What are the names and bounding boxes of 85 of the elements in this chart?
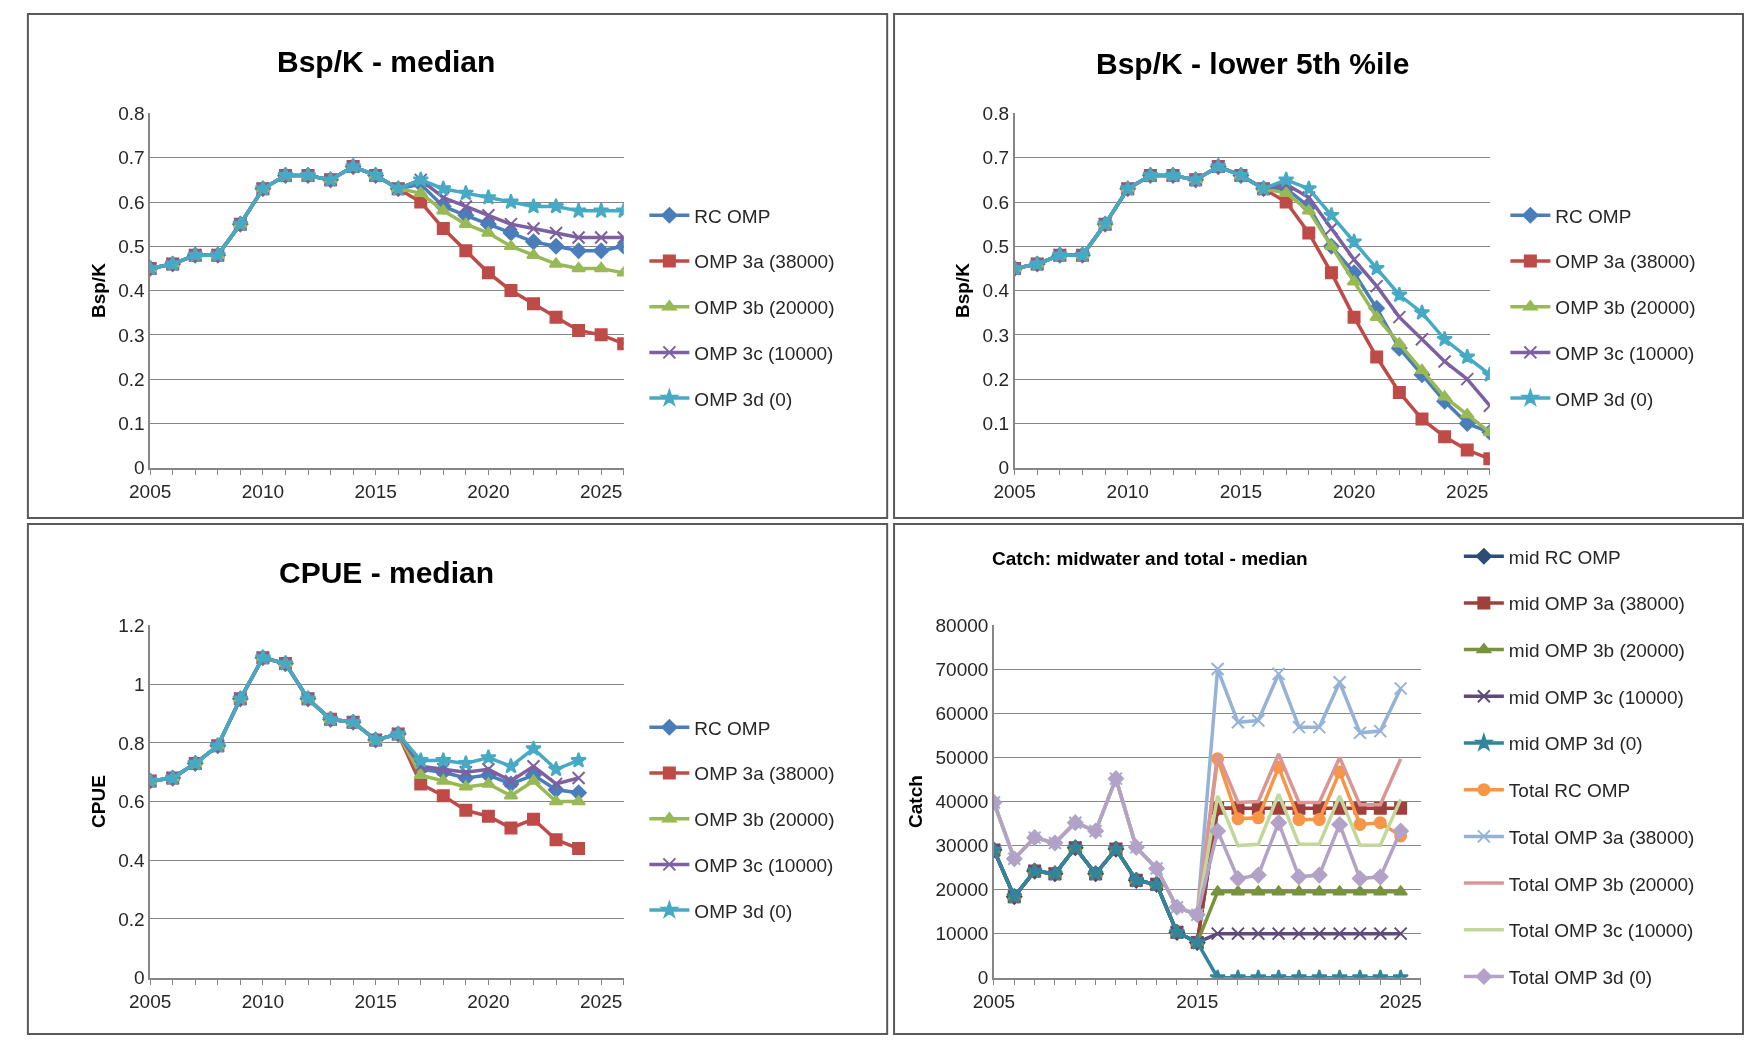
- y-axis-title: Bsp/K: [951, 262, 973, 319]
- x-tick-label: 2010: [1106, 481, 1149, 503]
- y-tick-label: 0.8: [982, 103, 1010, 125]
- chart-title: CPUE - median: [279, 556, 495, 589]
- x-tick-label: 2020: [1332, 481, 1376, 503]
- legend-label: OMP 3c (10000): [1555, 342, 1695, 364]
- x-tick-label: 2010: [241, 481, 285, 503]
- x-tick-label: 2015: [354, 481, 397, 503]
- y-tick-label: 0.2: [118, 908, 145, 930]
- y-tick-label: 0.7: [118, 147, 145, 169]
- x-tick-label: 2025: [1379, 991, 1422, 1013]
- legend-label: OMP 3a (38000): [694, 251, 835, 273]
- legend-label: Total OMP 3b (20000): [1508, 873, 1695, 895]
- y-tick-label: 0.8: [118, 103, 145, 125]
- x-tick-label: 2005: [972, 991, 1016, 1013]
- legend-label: Total RC OMP: [1508, 780, 1631, 802]
- x-tick-label: 2015: [354, 991, 397, 1013]
- y-tick-label: 70000: [935, 659, 989, 681]
- legend-label: mid OMP 3c (10000): [1508, 686, 1684, 708]
- y-tick-label: 10000: [935, 923, 989, 945]
- legend-label: OMP 3c (10000): [694, 342, 834, 364]
- y-tick-label: 0.3: [982, 324, 1010, 346]
- x-tick-label: 2025: [1446, 481, 1489, 503]
- legend-label: RC OMP: [694, 717, 771, 739]
- y-tick-label: 1.2: [118, 615, 145, 637]
- y-tick-label: 80000: [935, 615, 989, 637]
- y-tick-label: 0.1: [118, 413, 145, 435]
- legend-label: OMP 3d (0): [1555, 388, 1654, 410]
- y-tick-label: 0: [977, 967, 989, 989]
- legend-label: RC OMP: [694, 205, 771, 227]
- chart-title: Bsp/K - median: [277, 45, 496, 78]
- x-tick-label: 2005: [993, 481, 1036, 503]
- y-tick-label: 60000: [935, 703, 989, 725]
- y-tick-label: 0.2: [982, 368, 1010, 390]
- x-tick-label: 2010: [241, 991, 285, 1013]
- x-tick-label: 2005: [129, 481, 172, 503]
- legend-label: RC OMP: [1555, 205, 1632, 227]
- x-tick-label: 2025: [580, 991, 623, 1013]
- legend-label: mid OMP 3b (20000): [1508, 640, 1685, 662]
- legend-label: OMP 3b (20000): [694, 809, 835, 831]
- y-axis-title: CPUE: [87, 775, 109, 828]
- x-tick-label: 2020: [467, 481, 510, 503]
- legend-label: Total OMP 3c (10000): [1508, 920, 1694, 942]
- y-tick-label: 0.5: [982, 235, 1010, 257]
- legend-label: OMP 3b (20000): [1555, 297, 1696, 319]
- legend-label: Total OMP 3d (0): [1508, 966, 1653, 988]
- x-tick-label: 2005: [129, 991, 172, 1013]
- legend-label: OMP 3a (38000): [1555, 251, 1696, 273]
- y-tick-label: 50000: [935, 747, 989, 769]
- legend-label: mid OMP 3a (38000): [1508, 593, 1685, 615]
- y-tick-label: 0.4: [982, 280, 1010, 302]
- y-axis-title: Bsp/K: [87, 262, 109, 319]
- y-tick-label: 30000: [935, 835, 989, 857]
- legend-label: OMP 3b (20000): [694, 297, 835, 319]
- legend-label: Total OMP 3a (38000): [1508, 826, 1695, 848]
- y-tick-label: 0.3: [118, 324, 145, 346]
- y-tick-label: 0.4: [118, 280, 146, 302]
- y-tick-label: 0: [998, 457, 1010, 479]
- legend-label: OMP 3c (10000): [694, 854, 834, 876]
- legend-label: mid OMP 3d (0): [1508, 733, 1643, 755]
- x-tick-label: 2025: [580, 481, 623, 503]
- legend-label: OMP 3d (0): [694, 388, 793, 410]
- y-tick-label: 0: [134, 457, 145, 479]
- chart-title: Catch: midwater and total - median: [992, 548, 1308, 569]
- y-tick-label: 40000: [935, 791, 989, 813]
- x-tick-label: 2015: [1219, 481, 1263, 503]
- y-tick-label: 0.5: [118, 235, 145, 257]
- legend-label: mid RC OMP: [1508, 546, 1621, 568]
- chart-title: Bsp/K - lower 5th %ile: [1096, 47, 1410, 80]
- y-tick-label: 0.7: [982, 147, 1010, 169]
- y-tick-label: 0.2: [118, 368, 145, 390]
- y-tick-label: 1: [134, 673, 145, 695]
- x-tick-label: 2020: [467, 991, 510, 1013]
- x-tick-label: 2015: [1176, 991, 1219, 1013]
- legend-label: OMP 3a (38000): [694, 763, 835, 785]
- y-tick-label: 0.8: [118, 732, 145, 754]
- legend-label: OMP 3d (0): [694, 900, 793, 922]
- y-tick-label: 0.6: [982, 191, 1010, 213]
- y-tick-label: 0.6: [118, 191, 145, 213]
- y-tick-label: 0.6: [118, 791, 145, 813]
- y-tick-label: 0: [134, 967, 145, 989]
- y-tick-label: 20000: [935, 879, 989, 901]
- y-tick-label: 0.4: [118, 849, 146, 871]
- y-axis-title: Catch: [904, 775, 926, 828]
- y-tick-label: 0.1: [982, 413, 1010, 435]
